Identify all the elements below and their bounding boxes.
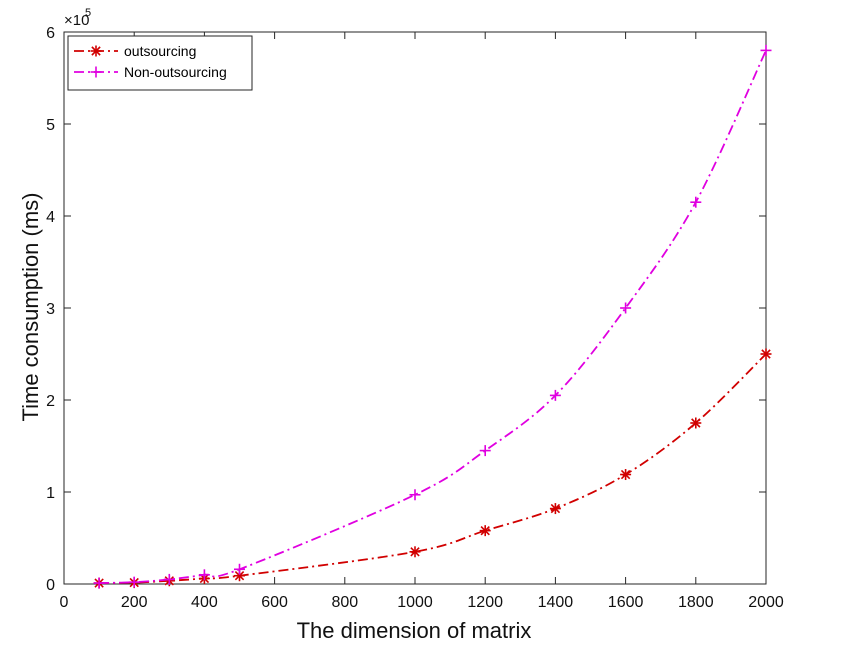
- legend-label-non-outsourcing: Non-outsourcing: [124, 64, 227, 80]
- marker-stroke: [691, 418, 701, 428]
- data-point-non-outsourcing: [93, 577, 105, 589]
- marker-stroke: [761, 349, 771, 359]
- data-point-non-outsourcing: [620, 302, 632, 314]
- y-tick-label: 4: [46, 209, 55, 226]
- x-tick-label: 200: [121, 594, 148, 611]
- marker-stroke: [410, 547, 420, 557]
- y-tick-label: 2: [46, 393, 55, 410]
- y-axis-multiplier-exponent: 5: [85, 7, 91, 19]
- x-tick-label: 1200: [467, 594, 503, 611]
- x-tick-label: 1600: [608, 594, 644, 611]
- data-point-non-outsourcing: [549, 389, 561, 401]
- data-point-outsourcing: [760, 348, 772, 360]
- marker-stroke: [234, 571, 245, 581]
- data-point-outsourcing: [479, 525, 491, 537]
- legend-label-outsourcing: outsourcing: [124, 43, 196, 59]
- data-point-outsourcing: [549, 503, 561, 515]
- marker-stroke: [620, 469, 631, 480]
- y-axis-multiplier: ×10: [64, 12, 89, 29]
- x-tick-label: 800: [331, 594, 358, 611]
- data-point-non-outsourcing: [234, 563, 245, 575]
- plot-box: [63, 31, 767, 585]
- series-group: [93, 44, 772, 589]
- x-tick-label: 1800: [678, 594, 714, 611]
- marker-stroke: [550, 503, 561, 514]
- legend-marker-outsourcing: [90, 45, 102, 57]
- y-tick-label: 0: [46, 577, 55, 594]
- x-tick-label: 600: [261, 594, 288, 611]
- y-tick-label: 5: [46, 117, 55, 134]
- y-axis-ticks: 0 1 2 3 4 5 6: [46, 25, 766, 594]
- data-point-outsourcing: [409, 546, 421, 558]
- data-point-non-outsourcing: [760, 44, 772, 56]
- series-line-outsourcing: [99, 353, 767, 584]
- x-tick-label: 1000: [397, 594, 433, 611]
- data-point-outsourcing: [234, 570, 245, 582]
- y-axis-label: Time consumption (ms): [18, 192, 43, 421]
- data-point-non-outsourcing: [198, 569, 210, 581]
- marker-stroke: [480, 525, 490, 536]
- y-tick-label: 1: [46, 485, 55, 502]
- legend-box: [67, 35, 253, 91]
- y-tick-label: 3: [46, 301, 55, 318]
- x-tick-label: 400: [191, 594, 218, 611]
- data-point-non-outsourcing: [163, 573, 175, 585]
- x-tick-label: 1400: [538, 594, 574, 611]
- plot-frame: [63, 31, 767, 585]
- data-point-non-outsourcing: [128, 576, 140, 588]
- marker-stroke: [91, 46, 101, 56]
- data-point-outsourcing: [620, 469, 632, 481]
- series-line-non-outsourcing: [99, 50, 767, 584]
- data-point-non-outsourcing: [409, 489, 421, 501]
- legend-marker-non-outsourcing: [90, 66, 102, 78]
- x-axis-label: The dimension of matrix: [297, 618, 532, 643]
- x-tick-label: 2000: [748, 594, 784, 611]
- data-point-outsourcing: [690, 417, 702, 429]
- x-axis-ticks: 0 200 400 600 800 1000 1200 1400 1600 1800 2000: [60, 32, 784, 611]
- data-point-non-outsourcing: [479, 445, 491, 457]
- legend: outsourcing Non-outsourcing: [67, 35, 253, 91]
- x-tick-label: 0: [60, 594, 69, 611]
- data-point-non-outsourcing: [690, 196, 702, 208]
- y-tick-label: 6: [46, 25, 55, 42]
